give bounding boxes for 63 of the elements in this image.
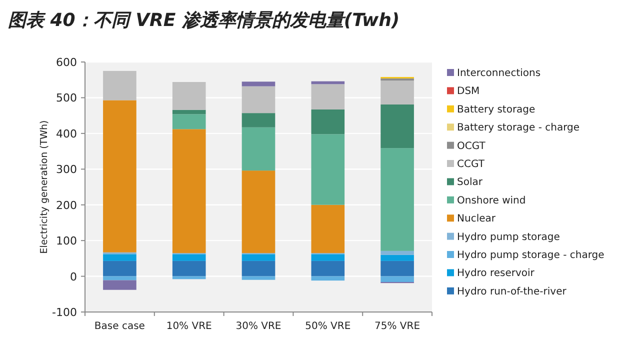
y-tick-label: 300 bbox=[56, 163, 77, 176]
y-tick-label: 0 bbox=[70, 270, 77, 284]
bar bbox=[103, 254, 136, 261]
x-tick-label: 30% VRE bbox=[236, 321, 282, 332]
bar bbox=[380, 78, 414, 81]
bar bbox=[242, 86, 276, 114]
bar bbox=[311, 254, 345, 261]
legend-label: Battery storage bbox=[457, 104, 536, 116]
x-tick-label: 75% VRE bbox=[374, 321, 420, 332]
legend-label: Hydro pump storage - charge bbox=[457, 250, 604, 261]
legend-label: Onshore wind bbox=[457, 195, 526, 206]
legend-label: Interconnections bbox=[457, 68, 541, 79]
bar bbox=[103, 70, 136, 100]
bar bbox=[242, 170, 276, 254]
bar bbox=[172, 82, 206, 110]
bar bbox=[380, 148, 414, 251]
x-tick-label: 50% VRE bbox=[305, 321, 351, 332]
legend-label: Solar bbox=[457, 177, 484, 188]
bar bbox=[311, 276, 345, 281]
bar bbox=[242, 127, 276, 171]
legend-label: Nuclear bbox=[457, 214, 496, 225]
y-tick-label: 500 bbox=[56, 92, 77, 105]
bar bbox=[172, 129, 206, 254]
y-axis-title: Electricity generation (TWh) bbox=[39, 120, 50, 254]
bar bbox=[242, 82, 276, 86]
bar bbox=[242, 113, 276, 128]
x-tick-label: 10% VRE bbox=[166, 321, 212, 332]
legend-label: Hydro run-of-the-river bbox=[457, 286, 568, 298]
bar bbox=[380, 276, 414, 282]
y-tick-label: 600 bbox=[56, 56, 77, 69]
chart-title: 图表 40：不同 VRE 渗透率情景的发电量(Twh) bbox=[8, 10, 400, 31]
bar bbox=[380, 254, 414, 261]
bar bbox=[311, 260, 345, 276]
bar bbox=[380, 250, 414, 255]
bar bbox=[242, 276, 276, 280]
legend-label: Hydro pump storage bbox=[457, 232, 560, 243]
bar bbox=[311, 134, 345, 205]
legend-label: DSM bbox=[457, 86, 480, 98]
y-tick-label: 400 bbox=[56, 127, 77, 140]
bar bbox=[172, 110, 206, 114]
bar bbox=[380, 80, 414, 104]
bar bbox=[242, 254, 276, 261]
y-tick-label: 100 bbox=[56, 234, 77, 248]
bar bbox=[103, 276, 136, 280]
bar bbox=[103, 280, 136, 290]
bar bbox=[103, 260, 136, 276]
bar bbox=[380, 104, 414, 148]
bar bbox=[311, 110, 345, 134]
legend-label: OCGT bbox=[457, 140, 486, 152]
bar bbox=[380, 260, 414, 276]
bar bbox=[172, 254, 206, 261]
bar bbox=[242, 260, 276, 276]
bar bbox=[103, 100, 136, 252]
x-tick-label: Base case bbox=[94, 321, 145, 332]
legend-label: CCGT bbox=[457, 159, 486, 170]
legend-label: Hydro reservoir bbox=[457, 268, 536, 280]
y-tick-label: 200 bbox=[56, 198, 77, 212]
bar bbox=[311, 84, 345, 110]
bar bbox=[172, 114, 206, 130]
y-tick-label: -100 bbox=[52, 306, 77, 319]
legend-label: Battery storage - charge bbox=[457, 122, 580, 134]
bar bbox=[172, 260, 206, 276]
bar bbox=[311, 204, 345, 254]
